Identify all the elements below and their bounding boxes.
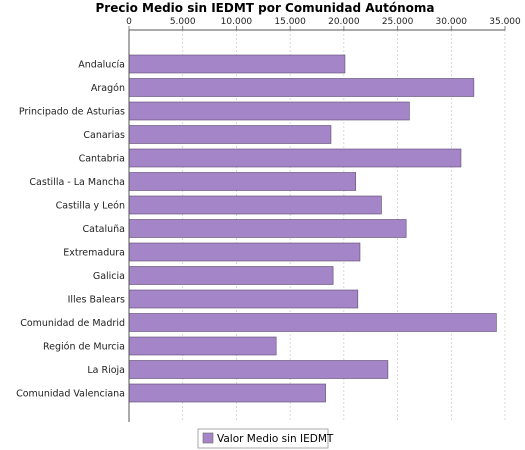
category-label: Comunidad de Madrid (20, 318, 125, 329)
category-label: Región de Murcia (43, 342, 125, 353)
category-label: Castilla - La Mancha (29, 177, 125, 188)
x-tick-label: 5.000 (170, 17, 196, 27)
category-label: Illes Balears (68, 295, 125, 306)
chart-title: Precio Medio sin IEDMT por Comunidad Aut… (96, 1, 435, 15)
bars (128, 54, 497, 403)
bar (128, 172, 356, 191)
legend-box (197, 428, 329, 449)
bar (128, 78, 475, 97)
x-tick-label: 30.000 (436, 17, 468, 27)
x-tick-label: 0 (126, 17, 132, 27)
bar (128, 54, 346, 74)
category-labels: Andalucía Aragón Principado de Asturias Can… (16, 60, 125, 400)
legend: Valor Medio sin IEDMT (197, 428, 334, 449)
category-label: Principado de Asturias (19, 107, 125, 118)
x-tick-label: 20.000 (328, 17, 360, 27)
bar (128, 101, 410, 121)
category-label: Andalucía (78, 60, 125, 71)
legend-label: Valor Medio sin IEDMT (217, 433, 334, 445)
category-label: La Rioja (87, 365, 125, 376)
bar (128, 195, 382, 215)
bar (128, 266, 334, 285)
category-label: Galicia (93, 271, 125, 282)
bar (128, 360, 389, 379)
axes (128, 29, 505, 422)
x-tick-label: 25.000 (382, 17, 414, 27)
category-label: Canarias (83, 130, 125, 141)
category-label: Cataluña (82, 224, 125, 235)
bar (128, 289, 359, 309)
bar (128, 336, 277, 356)
bar (128, 242, 361, 262)
category-label: Extremadura (63, 248, 125, 259)
bar (128, 125, 332, 144)
x-tick-label: 35.000 (489, 17, 521, 27)
x-axis-ticks: 0 5.000 10.000 15.000 20.000 25.000 30.000 35.0… (126, 17, 521, 30)
category-label: Castilla y León (56, 201, 125, 212)
bar (128, 148, 462, 168)
legend-swatch (202, 432, 214, 444)
category-label: Aragón (91, 83, 125, 94)
category-label: Cantabria (79, 154, 125, 165)
bar (128, 313, 497, 332)
bar (128, 219, 407, 238)
bar (128, 383, 326, 403)
category-label: Comunidad Valenciana (16, 389, 125, 400)
x-tick-label: 10.000 (221, 17, 253, 27)
x-tick-label: 15.000 (274, 17, 306, 27)
